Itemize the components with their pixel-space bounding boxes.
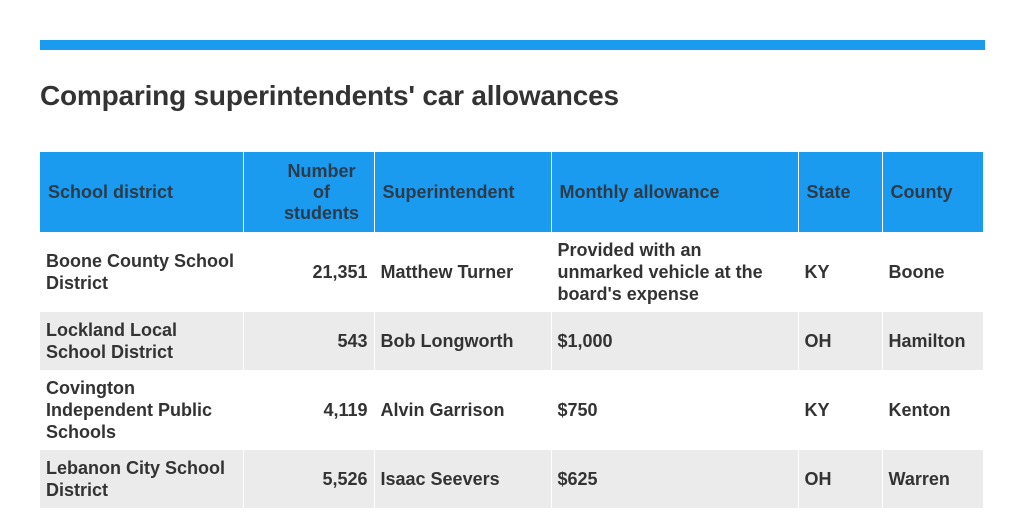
header-county: County bbox=[882, 152, 983, 232]
cell-county: Hamilton bbox=[882, 312, 983, 370]
table-row: Covington Independent Public Schools 4,1… bbox=[40, 370, 983, 450]
cell-allowance: Provided with an unmarked vehicle at the… bbox=[551, 232, 799, 312]
table-row: Lockland Local School District 543 Bob L… bbox=[40, 312, 983, 370]
cell-superintendent: Matthew Turner bbox=[374, 232, 552, 312]
cell-county: Boone bbox=[882, 232, 983, 312]
cell-county: Warren bbox=[882, 450, 983, 508]
cell-state: OH bbox=[798, 450, 883, 508]
cell-state: KY bbox=[798, 232, 883, 312]
cell-district: Lebanon City School District bbox=[40, 450, 244, 508]
table-row: Boone County School District 21,351 Matt… bbox=[40, 232, 983, 312]
cell-county: Kenton bbox=[882, 370, 983, 450]
header-school-district: School district bbox=[40, 152, 244, 232]
accent-bar bbox=[40, 40, 985, 50]
table-header-row: School district Number of students Super… bbox=[40, 152, 983, 232]
cell-students: 4,119 bbox=[243, 370, 375, 450]
cell-allowance: $750 bbox=[551, 370, 799, 450]
cell-allowance: $625 bbox=[551, 450, 799, 508]
cell-district: Lockland Local School District bbox=[40, 312, 244, 370]
cell-students: 21,351 bbox=[243, 232, 375, 312]
header-state: State bbox=[798, 152, 883, 232]
cell-superintendent: Isaac Seevers bbox=[374, 450, 552, 508]
page-title: Comparing superintendents' car allowance… bbox=[40, 80, 619, 111]
cell-superintendent: Bob Longworth bbox=[374, 312, 552, 370]
header-superintendent: Superintendent bbox=[374, 152, 552, 232]
header-monthly-allowance: Monthly allowance bbox=[551, 152, 799, 232]
cell-allowance: $1,000 bbox=[551, 312, 799, 370]
cell-superintendent: Alvin Garrison bbox=[374, 370, 552, 450]
header-number-of-students: Number of students bbox=[243, 152, 375, 232]
cell-state: OH bbox=[798, 312, 883, 370]
cell-state: KY bbox=[798, 370, 883, 450]
cell-district: Covington Independent Public Schools bbox=[40, 370, 244, 450]
allowance-table: School district Number of students Super… bbox=[40, 152, 983, 508]
table-row: Lebanon City School District 5,526 Isaac… bbox=[40, 450, 983, 508]
cell-students: 543 bbox=[243, 312, 375, 370]
cell-district: Boone County School District bbox=[40, 232, 244, 312]
cell-students: 5,526 bbox=[243, 450, 375, 508]
